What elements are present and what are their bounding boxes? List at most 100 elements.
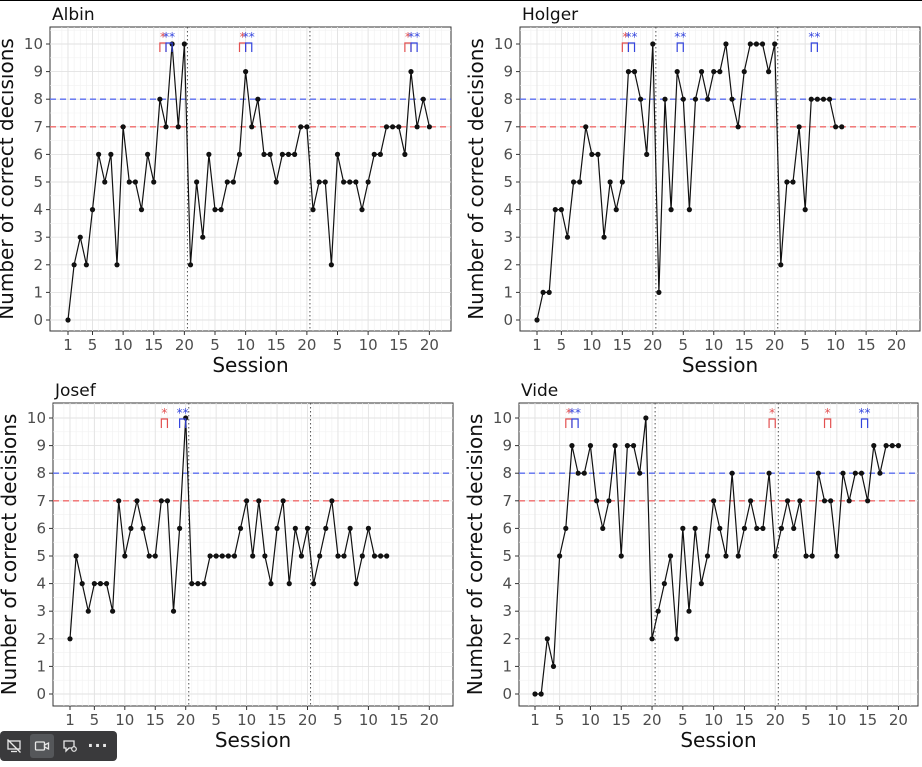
x-tick-label: 15 [735,336,754,354]
data-point [698,581,704,587]
data-point [865,498,871,504]
data-point [778,525,785,532]
data-point [729,96,735,102]
screen-off-button[interactable] [2,734,26,758]
data-point [889,443,895,449]
y-tick-label: 4 [36,575,46,593]
data-point [365,179,371,185]
data-point [335,553,341,559]
data-point [200,234,206,240]
data-point [279,151,285,157]
data-point [292,525,298,532]
plot-area [518,402,919,707]
x-tick-label: 15 [858,711,877,729]
data-point [791,525,797,532]
y-tick-label: 9 [502,437,512,455]
y-tick-label: 5 [33,173,43,191]
data-point [420,96,426,102]
data-point [89,207,96,213]
y-tick-label: 2 [36,630,46,648]
data-point [557,553,563,559]
data-point [371,151,377,157]
data-point [243,69,249,75]
data-point [820,96,827,102]
data-point [128,525,134,532]
data-point [274,525,280,532]
data-point [839,124,845,130]
data-point [102,179,108,185]
data-point [612,443,618,449]
data-point [250,553,256,559]
y-tick-label: 4 [503,201,513,219]
data-point [766,470,772,476]
data-point [224,179,230,185]
significance-stars: ** [569,406,581,420]
more-button[interactable]: ··· [86,734,110,758]
y-tick-label: 0 [36,685,46,703]
data-point [784,498,791,504]
significance-stars: * [405,30,411,44]
data-point [624,443,631,449]
x-tick-label: 5 [800,336,810,354]
x-tick-label: 20 [766,711,785,729]
x-tick-label: 1 [63,336,73,354]
y-tick-label: 6 [33,145,43,163]
data-point [717,525,723,532]
data-point [650,41,656,47]
video-camera-icon [34,741,50,751]
data-point [83,262,89,268]
significance-bracket [860,418,869,428]
data-point [151,179,157,185]
y-tick-label: 7 [502,492,512,510]
data-point [97,581,104,587]
y-tick-label: 8 [36,464,46,482]
significance-stars: ** [808,30,820,44]
data-point [310,207,316,213]
x-tick-label: 5 [210,336,220,354]
data-point [618,553,624,559]
data-point [353,581,359,587]
data-point [328,262,334,268]
gridlines [50,27,451,331]
data-point [686,608,692,614]
data-point [552,207,558,213]
data-point [814,96,820,102]
data-point [261,151,267,157]
y-tick-label: 7 [503,118,513,136]
data-point [625,69,632,75]
data-point [735,553,741,559]
data-point [304,525,311,532]
top-border [0,0,922,1]
data-point [218,207,224,213]
x-tick-label: 20 [298,711,317,729]
data-point [766,69,772,75]
data-point [175,124,181,130]
data-point [206,151,212,157]
data-point [546,289,552,295]
data-point [280,498,286,504]
data-point [729,470,735,476]
x-tick-label: 20 [889,711,908,729]
data-point [255,96,261,102]
significance-stars: * [566,406,572,420]
significance-stars: * [622,30,628,44]
comment-settings-button[interactable] [58,734,82,758]
gridlines [519,403,918,706]
data-point [85,608,91,614]
data-point [219,553,225,559]
data-point [570,179,577,185]
data-point [538,691,544,697]
y-tick-label: 8 [502,464,512,482]
data-point [236,151,243,157]
video-camera-button[interactable] [30,734,54,758]
data-point [146,553,152,559]
data-point [304,124,310,130]
data-point [643,415,649,421]
data-point [723,41,729,47]
significance-stars: * [161,406,167,420]
y-tick-label: 2 [502,630,512,648]
significance-stars: * [160,30,166,44]
y-tick-label: 7 [36,492,46,510]
data-point [544,636,550,642]
data-point [815,470,821,476]
